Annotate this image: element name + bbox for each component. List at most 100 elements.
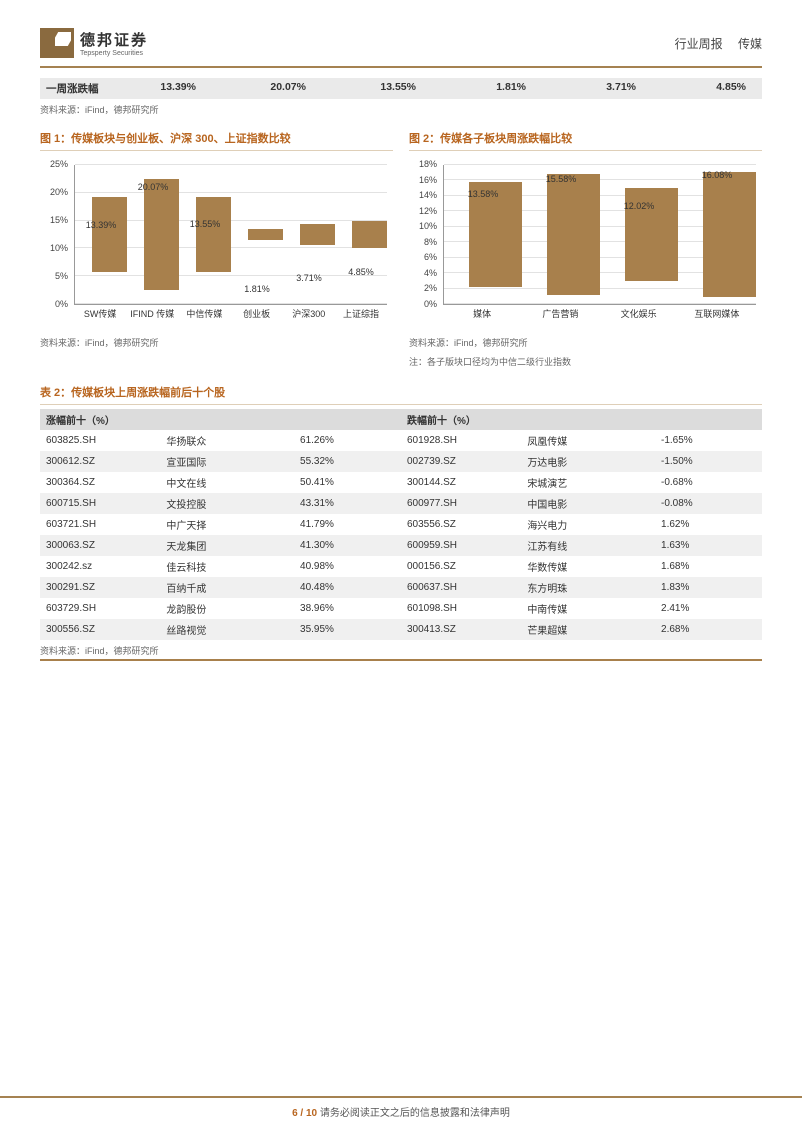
table-row: 300364.SZ中文在线50.41%300144.SZ宋城演艺-0.68% xyxy=(40,472,762,493)
table-cell: 中广天择 xyxy=(160,514,294,535)
table-cell: 603729.SH xyxy=(40,598,160,619)
x-label: IFIND 传媒 xyxy=(126,307,178,331)
y-tick: 10% xyxy=(407,221,437,231)
page-header: 德邦证券 Tepsperty Securities 行业周报 传媒 xyxy=(40,28,762,68)
table-cell: 35.95% xyxy=(294,619,401,640)
table-cell: 603721.SH xyxy=(40,514,160,535)
table-cell: 38.96% xyxy=(294,598,401,619)
chart-2-title: 图 2：传媒各子板块周涨跌幅比较 xyxy=(409,130,762,151)
bar-value-label: 4.85% xyxy=(335,267,387,277)
table-cell: 丝路视觉 xyxy=(160,619,294,640)
bar-value-label: 20.07% xyxy=(127,182,179,192)
top-stock-table: 涨幅前十（%） 跌幅前十（%） 603825.SH华扬联众61.26%60192… xyxy=(40,409,762,640)
table-section: 表 2：传媒板块上周涨跌幅前后十个股 涨幅前十（%） 跌幅前十（%） 60382… xyxy=(40,384,762,661)
table-cell: 300556.SZ xyxy=(40,619,160,640)
y-tick: 20% xyxy=(38,187,68,197)
y-tick: 8% xyxy=(407,237,437,247)
table-cell: -1.50% xyxy=(655,451,762,472)
table-cell: 600977.SH xyxy=(401,493,521,514)
page-footer: 6 / 10 请务必阅读正文之后的信息披露和法律声明 xyxy=(0,1096,802,1133)
table-row: 603825.SH华扬联众61.26%601928.SH凤凰传媒-1.65% xyxy=(40,430,762,451)
bar-value-label: 16.08% xyxy=(678,170,756,180)
x-label: 互联网媒体 xyxy=(678,307,756,331)
summary-label: 一周涨跌幅 xyxy=(46,81,126,96)
table-cell: 万达电影 xyxy=(521,451,655,472)
table-row: 300291.SZ百纳千成40.48%600637.SH东方明珠1.83% xyxy=(40,577,762,598)
table-row: 300242.sz佳云科技40.98%000156.SZ华数传媒1.68% xyxy=(40,556,762,577)
table-cell: 600959.SH xyxy=(401,535,521,556)
y-tick: 18% xyxy=(407,159,437,169)
bar-value-label: 12.02% xyxy=(600,201,678,211)
table-cell: 1.63% xyxy=(655,535,762,556)
table-row: 600715.SH文投控股43.31%600977.SH中国电影-0.08% xyxy=(40,493,762,514)
x-label: 中信传媒 xyxy=(178,307,230,331)
y-tick: 25% xyxy=(38,159,68,169)
table-cell: 300144.SZ xyxy=(401,472,521,493)
table-cell: 2.41% xyxy=(655,598,762,619)
bar-rect xyxy=(92,197,127,271)
x-label: 文化娱乐 xyxy=(600,307,678,331)
chart-1-source: 资料来源：iFind，德邦研究所 xyxy=(40,337,393,350)
table-source: 资料来源：iFind，德邦研究所 xyxy=(40,644,762,661)
bar-rect xyxy=(300,224,335,245)
x-label: SW传媒 xyxy=(74,307,126,331)
brand-logo: 德邦证券 Tepsperty Securities xyxy=(40,28,148,58)
table-cell: -0.68% xyxy=(655,472,762,493)
bar-value-label: 3.71% xyxy=(283,273,335,283)
summary-source: 资料来源：iFind，德邦研究所 xyxy=(40,103,762,116)
y-tick: 0% xyxy=(38,299,68,309)
table-cell: 宣亚国际 xyxy=(160,451,294,472)
page-number: 6 / 10 xyxy=(292,1108,317,1119)
bar-value-label: 13.55% xyxy=(179,219,231,229)
bar-rect xyxy=(352,221,387,248)
y-tick: 5% xyxy=(38,271,68,281)
table-cell: 41.30% xyxy=(294,535,401,556)
table-cell: 佳云科技 xyxy=(160,556,294,577)
bar-rect xyxy=(196,197,231,272)
brand-name-zh: 德邦证券 xyxy=(80,29,148,50)
bar-wrap: 16.08% xyxy=(678,165,756,304)
table-cell: 芒果超媒 xyxy=(521,619,655,640)
y-tick: 16% xyxy=(407,175,437,185)
bar-rect xyxy=(547,174,600,294)
y-tick: 6% xyxy=(407,252,437,262)
bar-wrap: 4.85% xyxy=(335,165,387,304)
bar-rect xyxy=(248,229,283,239)
table-row: 300612.SZ宣亚国际55.32%002739.SZ万达电影-1.50% xyxy=(40,451,762,472)
bar-wrap: 12.02% xyxy=(600,165,678,304)
chart-2-panel: 图 2：传媒各子板块周涨跌幅比较 0%2%4%6%8%10%12%14%16%1… xyxy=(409,130,762,368)
bar-wrap: 1.81% xyxy=(231,165,283,304)
table-row: 300063.SZ天龙集团41.30%600959.SH江苏有线1.63% xyxy=(40,535,762,556)
bar-wrap: 3.71% xyxy=(283,165,335,304)
y-tick: 14% xyxy=(407,190,437,200)
disclaimer: 请务必阅读正文之后的信息披露和法律声明 xyxy=(320,1108,510,1119)
doc-category: 行业周报 xyxy=(675,37,723,51)
bar-wrap: 20.07% xyxy=(127,165,179,304)
bar-rect xyxy=(144,179,179,291)
table-cell: 凤凰传媒 xyxy=(521,430,655,451)
table-cell: 江苏有线 xyxy=(521,535,655,556)
table-cell: 天龙集团 xyxy=(160,535,294,556)
table-cell: 601098.SH xyxy=(401,598,521,619)
table-title: 表 2：传媒板块上周涨跌幅前后十个股 xyxy=(40,384,762,405)
brand-name-en: Tepsperty Securities xyxy=(80,50,148,57)
doc-meta: 行业周报 传媒 xyxy=(675,35,762,52)
table-cell: 40.98% xyxy=(294,556,401,577)
table-cell: 300612.SZ xyxy=(40,451,160,472)
table-row: 300556.SZ丝路视觉35.95%300413.SZ芒果超媒2.68% xyxy=(40,619,762,640)
bar-value-label: 1.81% xyxy=(231,284,283,294)
table-cell: 300364.SZ xyxy=(40,472,160,493)
table-cell: 1.68% xyxy=(655,556,762,577)
summary-value-2: 13.55% xyxy=(346,81,416,96)
table-cell: 1.83% xyxy=(655,577,762,598)
table-cell: 中南传媒 xyxy=(521,598,655,619)
summary-value-3: 1.81% xyxy=(456,81,526,96)
table-cell: 300413.SZ xyxy=(401,619,521,640)
table-header-left: 涨幅前十（%） xyxy=(40,409,401,430)
y-tick: 12% xyxy=(407,206,437,216)
x-label: 沪深300 xyxy=(283,307,335,331)
chart-2-note: 注：各子版块口径均为中信二级行业指数 xyxy=(409,356,762,369)
table-cell: 300291.SZ xyxy=(40,577,160,598)
chart-2-source: 资料来源：iFind，德邦研究所 xyxy=(409,337,762,350)
table-cell: 600637.SH xyxy=(401,577,521,598)
